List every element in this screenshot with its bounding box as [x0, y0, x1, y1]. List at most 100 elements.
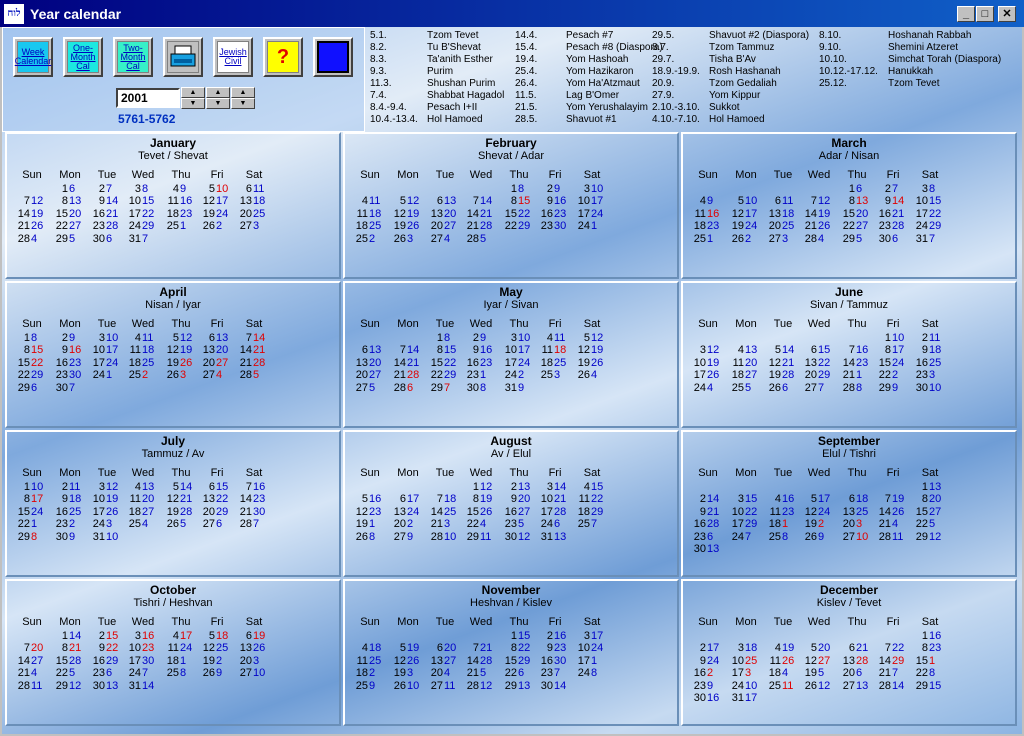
- day-cell[interactable]: 26 3: [389, 233, 425, 245]
- day-cell[interactable]: 7 19: [874, 493, 910, 505]
- year-up-fast-button[interactable]: ▲: [206, 87, 230, 98]
- day-cell[interactable]: 29 9: [874, 382, 910, 394]
- day-cell[interactable]: 24 3: [88, 518, 124, 530]
- day-cell[interactable]: 6 15: [198, 481, 234, 493]
- day-cell[interactable]: 27 11: [426, 680, 462, 692]
- day-cell[interactable]: 16 23: [51, 357, 87, 369]
- day-cell[interactable]: 24 7: [727, 531, 763, 543]
- day-cell[interactable]: 28 6: [389, 382, 425, 394]
- day-cell[interactable]: 15 26: [462, 506, 498, 518]
- day-cell[interactable]: 18 29: [573, 506, 609, 518]
- day-cell[interactable]: 30 7: [51, 382, 87, 394]
- day-cell[interactable]: 9 18: [51, 493, 87, 505]
- day-cell[interactable]: 25 4: [124, 518, 160, 530]
- day-cell[interactable]: 29 5: [838, 233, 874, 245]
- day-cell[interactable]: 20 29: [198, 506, 234, 518]
- day-cell[interactable]: 23 30: [51, 369, 87, 381]
- day-cell[interactable]: 30 9: [51, 531, 87, 543]
- day-cell[interactable]: 6 11: [764, 195, 800, 207]
- day-cell[interactable]: 11 20: [727, 357, 763, 369]
- year-down-more-button[interactable]: ▼: [231, 98, 255, 109]
- day-cell[interactable]: 29 7: [426, 382, 462, 394]
- day-cell[interactable]: 26 10: [389, 680, 425, 692]
- day-cell[interactable]: 23 7: [536, 667, 572, 679]
- day-cell[interactable]: 9 14: [874, 195, 910, 207]
- day-cell[interactable]: 25 8: [162, 667, 198, 679]
- day-cell[interactable]: 16 2: [689, 667, 725, 679]
- day-cell[interactable]: 2 16: [536, 630, 572, 642]
- day-cell[interactable]: 9 16: [462, 344, 498, 356]
- day-cell[interactable]: 7 16: [838, 344, 874, 356]
- day-cell[interactable]: 1 10: [13, 481, 49, 493]
- year-up-button[interactable]: ▲: [181, 87, 205, 98]
- day-cell[interactable]: 6 20: [426, 642, 462, 654]
- help-button[interactable]: ?: [263, 37, 303, 77]
- day-cell[interactable]: 11 18: [536, 344, 572, 356]
- day-cell[interactable]: 17 24: [500, 357, 536, 369]
- day-cell[interactable]: 24 1: [88, 369, 124, 381]
- day-cell[interactable]: 16 28: [689, 518, 725, 530]
- day-cell[interactable]: 17 26: [689, 369, 725, 381]
- day-cell[interactable]: 11 18: [351, 208, 387, 220]
- day-cell[interactable]: 5 10: [198, 183, 234, 195]
- day-cell[interactable]: 4 15: [573, 481, 609, 493]
- day-cell[interactable]: 15 24: [13, 506, 49, 518]
- day-cell[interactable]: 21 28: [462, 220, 498, 232]
- day-cell[interactable]: 17 24: [573, 208, 609, 220]
- day-cell[interactable]: 14 29: [874, 655, 910, 667]
- day-cell[interactable]: 9 16: [51, 344, 87, 356]
- day-cell[interactable]: 10 15: [124, 195, 160, 207]
- year-down-fast-button[interactable]: ▼: [206, 98, 230, 109]
- day-cell[interactable]: 9 22: [88, 642, 124, 654]
- day-cell[interactable]: 22 27: [51, 220, 87, 232]
- day-cell[interactable]: 26 9: [800, 531, 836, 543]
- day-cell[interactable]: 29 8: [13, 531, 49, 543]
- day-cell[interactable]: 17 28: [536, 506, 572, 518]
- day-cell[interactable]: 11 23: [764, 506, 800, 518]
- day-cell[interactable]: 25 1: [689, 233, 725, 245]
- day-cell[interactable]: 31 10: [88, 531, 124, 543]
- day-cell[interactable]: 11 22: [573, 493, 609, 505]
- day-cell[interactable]: 12 25: [198, 642, 234, 654]
- day-cell[interactable]: 4 11: [124, 332, 160, 344]
- day-cell[interactable]: 8 15: [500, 195, 536, 207]
- print-button[interactable]: [163, 37, 203, 77]
- day-cell[interactable]: 26 2: [727, 233, 763, 245]
- day-cell[interactable]: 30 8: [462, 382, 498, 394]
- day-cell[interactable]: 7 12: [800, 195, 836, 207]
- day-cell[interactable]: 1 10: [874, 332, 910, 344]
- day-cell[interactable]: 4 11: [536, 332, 572, 344]
- day-cell[interactable]: 17 22: [911, 208, 947, 220]
- day-cell[interactable]: 19 1: [351, 518, 387, 530]
- day-cell[interactable]: 22 29: [426, 369, 462, 381]
- day-cell[interactable]: 9 23: [536, 642, 572, 654]
- day-cell[interactable]: 23 28: [88, 220, 124, 232]
- day-cell[interactable]: 4 18: [351, 642, 387, 654]
- day-cell[interactable]: 24 6: [536, 518, 572, 530]
- day-cell[interactable]: 12 21: [764, 357, 800, 369]
- day-cell[interactable]: 28 10: [426, 531, 462, 543]
- day-cell[interactable]: 18 27: [124, 506, 160, 518]
- day-cell[interactable]: 19 26: [573, 357, 609, 369]
- day-cell[interactable]: 25 2: [124, 369, 160, 381]
- year-input[interactable]: 2001: [116, 88, 180, 108]
- day-cell[interactable]: 21 26: [800, 220, 836, 232]
- day-cell[interactable]: 1 13: [911, 481, 947, 493]
- day-cell[interactable]: 3 10: [500, 332, 536, 344]
- day-cell[interactable]: 27 3: [235, 220, 271, 232]
- day-cell[interactable]: 16 21: [88, 208, 124, 220]
- day-cell[interactable]: 12 19: [389, 208, 425, 220]
- day-cell[interactable]: 24 7: [124, 667, 160, 679]
- day-cell[interactable]: 29 12: [911, 531, 947, 543]
- day-cell[interactable]: 22 4: [462, 518, 498, 530]
- day-cell[interactable]: 19 24: [727, 220, 763, 232]
- day-cell[interactable]: 14 19: [13, 208, 49, 220]
